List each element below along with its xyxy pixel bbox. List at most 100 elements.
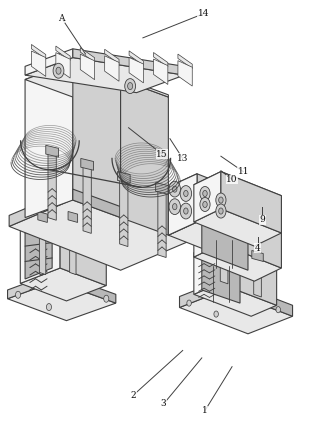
Polygon shape xyxy=(202,255,240,303)
Circle shape xyxy=(125,79,135,94)
Circle shape xyxy=(216,204,226,218)
Polygon shape xyxy=(194,171,221,222)
Text: 13: 13 xyxy=(177,154,188,163)
Polygon shape xyxy=(83,160,91,234)
Polygon shape xyxy=(73,62,121,218)
Polygon shape xyxy=(55,273,116,303)
Text: 9: 9 xyxy=(260,215,265,224)
Polygon shape xyxy=(129,57,144,83)
Polygon shape xyxy=(81,159,94,170)
Polygon shape xyxy=(60,209,106,285)
Polygon shape xyxy=(254,252,261,297)
Circle shape xyxy=(180,203,191,219)
Polygon shape xyxy=(80,54,95,79)
Text: 2: 2 xyxy=(131,391,136,400)
Polygon shape xyxy=(25,62,73,218)
Polygon shape xyxy=(218,238,230,248)
Polygon shape xyxy=(31,51,46,76)
Polygon shape xyxy=(121,77,168,97)
Circle shape xyxy=(216,193,226,207)
Circle shape xyxy=(219,197,223,203)
Polygon shape xyxy=(158,184,166,258)
Circle shape xyxy=(200,186,210,201)
Circle shape xyxy=(230,289,234,295)
Polygon shape xyxy=(202,224,248,270)
Polygon shape xyxy=(194,242,219,294)
Polygon shape xyxy=(156,182,168,194)
Polygon shape xyxy=(221,206,282,268)
Circle shape xyxy=(219,208,223,214)
Polygon shape xyxy=(194,283,277,316)
Polygon shape xyxy=(129,51,144,65)
Polygon shape xyxy=(56,46,70,60)
Polygon shape xyxy=(154,59,168,84)
Text: 14: 14 xyxy=(198,9,209,18)
Circle shape xyxy=(172,186,177,192)
Polygon shape xyxy=(168,174,197,235)
Polygon shape xyxy=(68,211,78,222)
Text: 4: 4 xyxy=(255,244,260,253)
Polygon shape xyxy=(221,171,282,233)
Circle shape xyxy=(16,291,21,298)
Text: 1: 1 xyxy=(202,406,208,415)
Polygon shape xyxy=(20,268,106,301)
Polygon shape xyxy=(56,53,70,78)
Polygon shape xyxy=(117,171,130,183)
Polygon shape xyxy=(25,49,73,75)
Circle shape xyxy=(169,199,180,214)
Polygon shape xyxy=(224,279,293,316)
Circle shape xyxy=(214,311,218,317)
Polygon shape xyxy=(7,281,116,321)
Circle shape xyxy=(56,67,61,74)
Polygon shape xyxy=(46,145,59,157)
Circle shape xyxy=(184,208,188,214)
Text: A: A xyxy=(58,14,65,23)
Polygon shape xyxy=(9,180,92,226)
Polygon shape xyxy=(219,242,277,305)
Text: 15: 15 xyxy=(156,150,168,159)
Text: 10: 10 xyxy=(226,175,238,184)
Polygon shape xyxy=(194,209,282,246)
Polygon shape xyxy=(7,273,55,299)
Circle shape xyxy=(200,198,210,211)
Polygon shape xyxy=(154,52,168,67)
Circle shape xyxy=(172,204,177,210)
Text: 3: 3 xyxy=(161,400,167,408)
Polygon shape xyxy=(105,49,119,64)
Polygon shape xyxy=(105,56,119,81)
Polygon shape xyxy=(179,279,224,308)
Polygon shape xyxy=(179,290,293,334)
Polygon shape xyxy=(178,61,192,86)
Polygon shape xyxy=(25,215,52,279)
Polygon shape xyxy=(121,79,168,235)
Polygon shape xyxy=(70,215,76,274)
Circle shape xyxy=(187,300,191,306)
Circle shape xyxy=(203,202,207,207)
Circle shape xyxy=(276,307,281,313)
Circle shape xyxy=(62,282,67,289)
Circle shape xyxy=(203,190,207,197)
Polygon shape xyxy=(194,244,282,281)
Polygon shape xyxy=(25,58,184,93)
Polygon shape xyxy=(120,173,128,246)
Polygon shape xyxy=(73,189,121,218)
Circle shape xyxy=(128,83,133,90)
Polygon shape xyxy=(9,191,203,270)
Circle shape xyxy=(180,186,191,202)
Circle shape xyxy=(184,190,188,197)
Polygon shape xyxy=(38,211,47,222)
Polygon shape xyxy=(197,174,242,239)
Polygon shape xyxy=(31,44,46,59)
Circle shape xyxy=(46,304,52,310)
Polygon shape xyxy=(80,48,95,62)
Polygon shape xyxy=(220,239,228,284)
Polygon shape xyxy=(92,180,203,235)
Polygon shape xyxy=(168,222,242,253)
Polygon shape xyxy=(40,215,46,274)
Polygon shape xyxy=(48,147,56,220)
Polygon shape xyxy=(20,209,60,283)
Polygon shape xyxy=(252,250,263,262)
Polygon shape xyxy=(168,174,197,235)
Polygon shape xyxy=(25,62,121,97)
Polygon shape xyxy=(73,49,184,75)
